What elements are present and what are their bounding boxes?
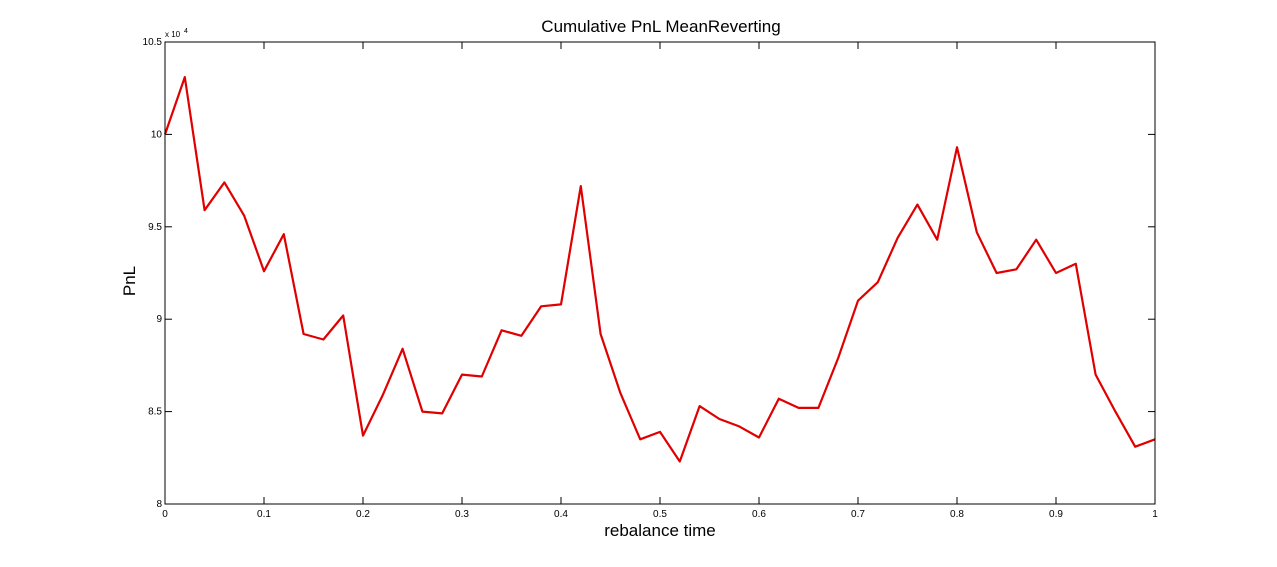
y-axis-label: PnL [120,266,139,296]
x-tick-label: 1 [1152,509,1158,520]
x-tick-label: 0.4 [554,509,568,520]
series-line [163,75,1156,463]
x-tick-label: 0.3 [455,509,469,520]
y-axis-multiplier: x 10 4 [165,28,188,39]
axes-frame [164,41,1156,505]
x-axis-label: rebalance time [604,521,716,540]
x-tick-label: 0.6 [752,509,766,520]
x-tick-label: 0.5 [653,509,667,520]
y-tick-label: 8.5 [148,407,162,418]
x-tick-label: 0.8 [950,509,964,520]
chart-title: Cumulative PnL MeanReverting [541,17,780,36]
y-tick-label: 10 [151,129,163,140]
x-tick-label: 0.9 [1049,509,1063,520]
plot-area [163,75,1156,463]
x-tick-label: 0.1 [257,509,271,520]
y-tick-label: 8 [156,499,162,510]
axis-ticks: 0 0.1 0.2 0.3 0.4 0.5 0.6 0.7 0.8 0.9 1 8 8.5 9 9.5 10 1… [143,37,1159,520]
x-tick-label: 0.2 [356,509,370,520]
y-multiplier-exponent: 4 [184,28,188,35]
x-tick-label: 0 [162,509,168,520]
x-tick-label: 0.7 [851,509,865,520]
y-tick-label: 9.5 [148,222,162,233]
y-tick-label: 9 [156,314,162,325]
y-multiplier-base: x 10 [165,30,181,39]
y-tick-label: 10.5 [143,37,163,48]
